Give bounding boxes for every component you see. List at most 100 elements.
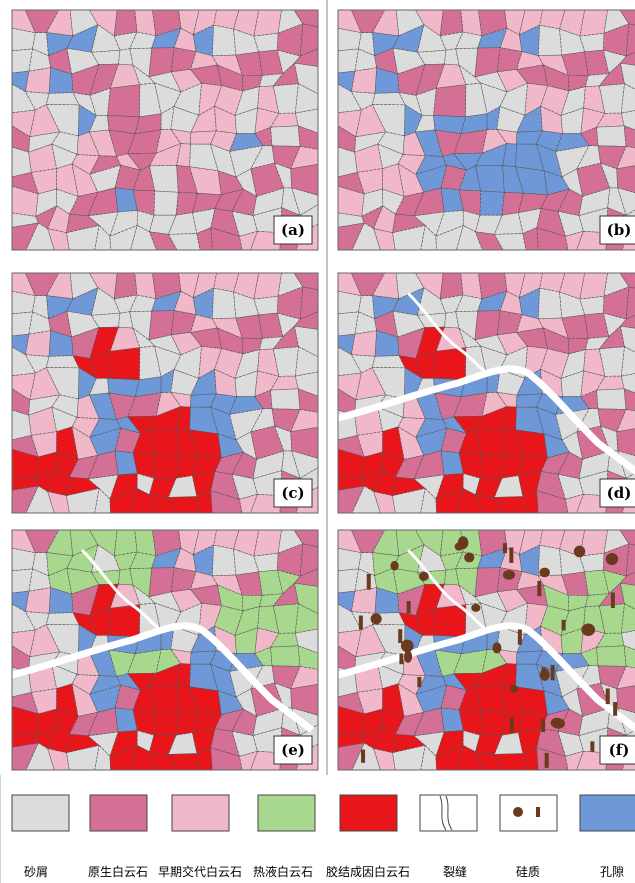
grain <box>580 296 604 315</box>
swatch <box>580 795 635 831</box>
silica-icon <box>513 807 523 817</box>
grain <box>271 126 300 147</box>
silica <box>404 650 412 663</box>
grain <box>434 85 466 117</box>
silica <box>581 624 595 636</box>
silica <box>590 741 594 751</box>
grain <box>25 588 50 614</box>
grain <box>351 588 376 614</box>
swatch <box>12 795 69 831</box>
grain <box>538 288 562 319</box>
panel <box>338 273 635 513</box>
grain <box>597 126 626 147</box>
grain <box>434 605 466 637</box>
silica <box>407 601 411 613</box>
swatch <box>340 795 397 831</box>
silica <box>398 629 402 643</box>
grain <box>212 25 236 56</box>
panel-label: (b) <box>607 221 632 239</box>
grain <box>480 711 504 735</box>
silica <box>371 613 382 624</box>
swatch <box>90 795 147 831</box>
grain <box>114 273 137 299</box>
panels: (a) (b) (c) (d) (e) (f) <box>12 10 635 770</box>
grain <box>440 10 463 36</box>
grain <box>154 191 178 215</box>
grain <box>212 545 236 576</box>
silica <box>503 570 515 580</box>
silica <box>401 640 414 652</box>
grain <box>254 273 282 299</box>
swatch <box>420 795 477 831</box>
silica <box>419 572 429 581</box>
grain <box>25 331 50 357</box>
grain <box>254 296 278 315</box>
grain <box>254 10 282 36</box>
panel <box>12 530 318 770</box>
grain <box>271 389 300 410</box>
swatch <box>172 795 229 831</box>
legend-label: 裂缝 <box>443 864 467 879</box>
grain <box>114 10 137 36</box>
silica <box>552 718 565 728</box>
panel <box>338 530 635 770</box>
swatch <box>258 795 315 831</box>
legend-label: 胶结成因白云石 <box>326 864 410 879</box>
grain <box>597 389 626 410</box>
grain <box>108 348 140 380</box>
silica <box>518 629 522 644</box>
silica <box>611 593 615 609</box>
grain <box>580 553 604 572</box>
silica <box>510 718 514 732</box>
silica <box>390 561 398 571</box>
silica <box>367 574 371 590</box>
grain <box>624 126 635 150</box>
panel-label: (c) <box>281 484 304 502</box>
silica <box>399 653 403 664</box>
grain <box>597 646 626 667</box>
grain <box>154 711 178 735</box>
panel <box>12 10 318 250</box>
grain <box>108 605 140 637</box>
silica <box>417 677 421 687</box>
silica <box>359 616 363 630</box>
grain <box>538 25 562 56</box>
silica <box>464 553 474 563</box>
grain <box>580 33 604 52</box>
grain <box>440 273 463 299</box>
figure: (a) (b) (c) (d) (e) (f) 砂屑 原生白云石 早期交代白云石 热液白云… <box>0 0 635 883</box>
silica <box>503 543 507 553</box>
grain <box>480 191 504 215</box>
grain <box>254 530 282 556</box>
legend: 砂屑 原生白云石 早期交代白云石 热液白云石 胶结成因白云石 裂缝 硅质 孔隙 <box>12 795 635 879</box>
grain <box>580 10 608 36</box>
panel-label: (e) <box>281 741 305 759</box>
silica <box>606 553 618 565</box>
grain <box>154 454 178 478</box>
legend-label: 原生白云石 <box>88 864 148 879</box>
grain <box>108 85 140 117</box>
silica <box>545 753 549 768</box>
grain <box>580 273 608 299</box>
panel <box>338 10 635 250</box>
grain <box>254 33 278 52</box>
grain <box>271 646 300 667</box>
swatch <box>500 795 557 831</box>
silica <box>471 604 480 612</box>
grain <box>434 348 466 380</box>
silica <box>361 750 365 763</box>
silica <box>537 581 541 596</box>
silica <box>492 642 501 653</box>
silica <box>542 667 546 677</box>
grain <box>212 288 236 319</box>
panel-label: (a) <box>281 221 305 239</box>
silica <box>574 546 585 558</box>
grain <box>351 331 376 357</box>
grain <box>624 646 635 670</box>
silica <box>509 547 513 563</box>
legend-label: 砂屑 <box>24 865 48 879</box>
panel-label: (d) <box>607 484 632 502</box>
legend-label: 硅质 <box>516 865 540 879</box>
panel-label: (f) <box>609 741 630 759</box>
grain <box>25 68 50 94</box>
